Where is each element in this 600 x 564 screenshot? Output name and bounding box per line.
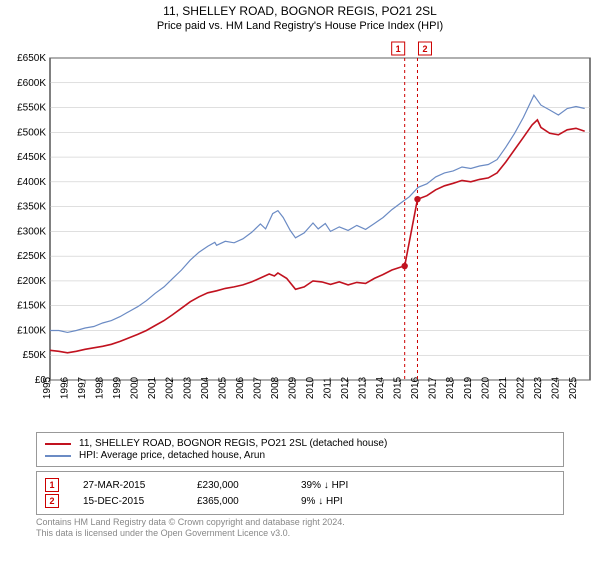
event-pct: 9% ↓ HPI [301, 496, 381, 507]
svg-text:2014: 2014 [375, 376, 386, 399]
svg-text:£400K: £400K [17, 177, 46, 188]
svg-text:1999: 1999 [112, 376, 123, 399]
svg-text:£650K: £650K [17, 53, 46, 64]
legend-item: 11, SHELLEY ROAD, BOGNOR REGIS, PO21 2SL… [45, 438, 555, 449]
svg-text:£100K: £100K [17, 325, 46, 336]
event-marker: 2 [45, 494, 59, 508]
svg-text:2018: 2018 [445, 376, 456, 399]
event-row: 2 15-DEC-2015 £365,000 9% ↓ HPI [45, 494, 555, 508]
event-row: 1 27-MAR-2015 £230,000 39% ↓ HPI [45, 478, 555, 492]
svg-text:1996: 1996 [60, 376, 71, 399]
event-marker: 1 [45, 478, 59, 492]
svg-text:2019: 2019 [463, 376, 474, 399]
legend: 11, SHELLEY ROAD, BOGNOR REGIS, PO21 2SL… [36, 432, 564, 467]
chart-title: 11, SHELLEY ROAD, BOGNOR REGIS, PO21 2SL [0, 4, 600, 18]
svg-text:2025: 2025 [568, 376, 579, 399]
legend-swatch [45, 455, 71, 457]
legend-swatch [45, 443, 71, 445]
svg-text:2011: 2011 [323, 377, 334, 399]
svg-text:2: 2 [422, 44, 427, 54]
credits-line-2: This data is licensed under the Open Gov… [36, 528, 564, 539]
svg-text:£550K: £550K [17, 103, 46, 114]
svg-text:1997: 1997 [77, 376, 88, 399]
event-date: 27-MAR-2015 [83, 480, 173, 491]
svg-text:£450K: £450K [17, 152, 46, 163]
event-price: £230,000 [197, 480, 277, 491]
events-table: 1 27-MAR-2015 £230,000 39% ↓ HPI 2 15-DEC-201… [36, 471, 564, 515]
svg-text:2010: 2010 [305, 376, 316, 399]
svg-text:2012: 2012 [340, 376, 351, 399]
svg-text:2003: 2003 [182, 376, 193, 399]
svg-text:£250K: £250K [17, 251, 46, 262]
event-price: £365,000 [197, 496, 277, 507]
svg-text:2016: 2016 [410, 376, 421, 399]
svg-text:2024: 2024 [550, 376, 561, 399]
event-date: 15-DEC-2015 [83, 496, 173, 507]
svg-text:£600K: £600K [17, 78, 46, 89]
svg-text:£200K: £200K [17, 276, 46, 287]
svg-text:1998: 1998 [95, 376, 106, 399]
credits: Contains HM Land Registry data © Crown c… [36, 517, 564, 540]
legend-label: 11, SHELLEY ROAD, BOGNOR REGIS, PO21 2SL… [79, 438, 387, 449]
svg-text:£300K: £300K [17, 226, 46, 237]
svg-text:2002: 2002 [165, 376, 176, 399]
chart-container: 11, SHELLEY ROAD, BOGNOR REGIS, PO21 2SL… [0, 4, 600, 564]
svg-text:1995: 1995 [42, 376, 53, 399]
svg-text:£150K: £150K [17, 301, 46, 312]
svg-text:2020: 2020 [480, 376, 491, 399]
svg-text:£500K: £500K [17, 127, 46, 138]
svg-text:£350K: £350K [17, 202, 46, 213]
credits-line-1: Contains HM Land Registry data © Crown c… [36, 517, 564, 528]
svg-text:1: 1 [396, 44, 401, 54]
svg-text:2004: 2004 [200, 376, 211, 399]
svg-text:2006: 2006 [235, 376, 246, 399]
svg-text:£50K: £50K [23, 350, 47, 361]
svg-text:2017: 2017 [428, 376, 439, 399]
legend-label: HPI: Average price, detached house, Arun [79, 450, 265, 461]
svg-text:2013: 2013 [358, 376, 369, 399]
svg-text:2023: 2023 [533, 376, 544, 399]
svg-text:2022: 2022 [515, 376, 526, 399]
chart-svg: £0£50K£100K£150K£200K£250K£300K£350K£400… [0, 38, 600, 426]
legend-item: HPI: Average price, detached house, Arun [45, 450, 555, 461]
svg-text:2021: 2021 [498, 376, 509, 399]
svg-text:2008: 2008 [270, 376, 281, 399]
svg-text:2005: 2005 [217, 376, 228, 399]
svg-text:2007: 2007 [252, 376, 263, 399]
event-pct: 39% ↓ HPI [301, 480, 381, 491]
svg-text:2015: 2015 [393, 376, 404, 399]
svg-text:2009: 2009 [287, 376, 298, 399]
svg-text:2000: 2000 [130, 376, 141, 399]
chart-subtitle: Price paid vs. HM Land Registry's House … [0, 20, 600, 32]
svg-text:2001: 2001 [147, 376, 158, 399]
chart-plot-area: £0£50K£100K£150K£200K£250K£300K£350K£400… [0, 38, 600, 426]
